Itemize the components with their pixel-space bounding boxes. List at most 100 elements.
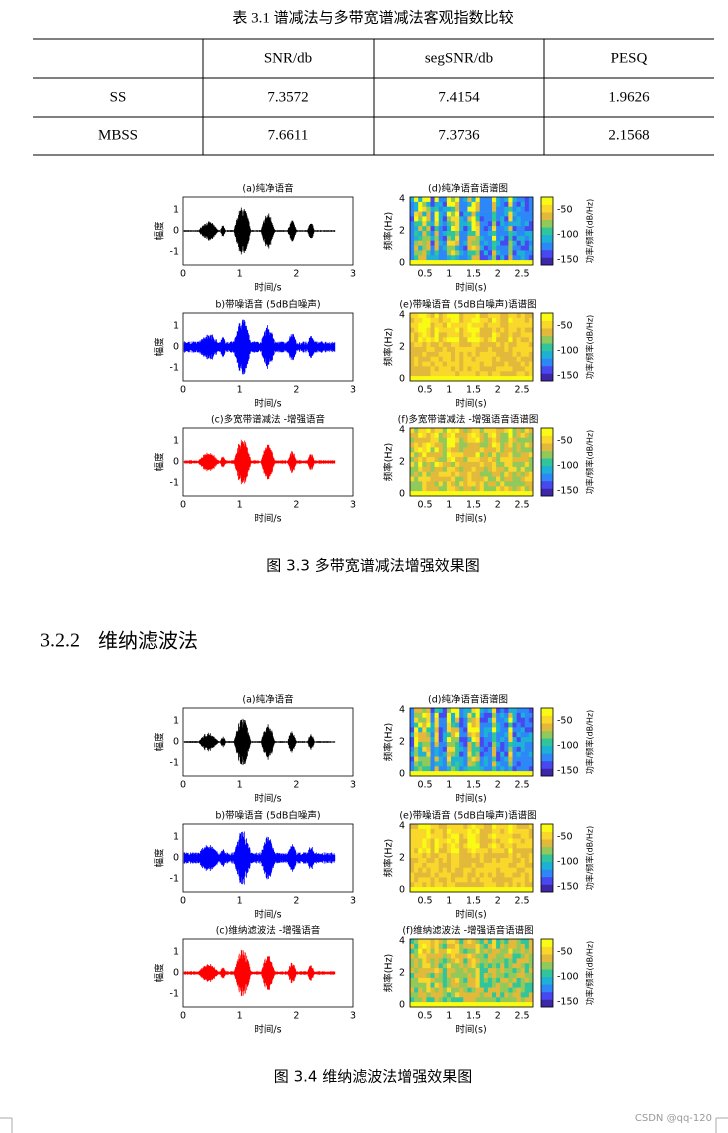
spectrogram-cell xyxy=(516,317,521,324)
spectrogram-cell xyxy=(512,347,517,353)
spectrogram-cell xyxy=(492,833,497,839)
spectrogram-cell xyxy=(487,356,493,362)
spectrogram-cell xyxy=(479,953,485,959)
spectrogram-cell xyxy=(487,943,493,950)
spectrogram-cell xyxy=(455,997,460,1003)
spectrogram-cell xyxy=(430,742,435,748)
spectrogram-cell xyxy=(455,766,460,772)
spectrogram-cell xyxy=(455,347,460,353)
spectrogram-cell xyxy=(467,486,472,492)
spectrogram-cell xyxy=(496,235,501,242)
spectrogram-cell xyxy=(467,432,472,439)
spectrogram-cell xyxy=(459,221,464,227)
spectrogram-cell xyxy=(455,471,460,477)
spectrogram-cell xyxy=(471,486,476,492)
spectrogram-cell xyxy=(512,250,517,256)
spectrogram-cell xyxy=(487,337,493,343)
spectrogram-cell xyxy=(455,437,460,443)
spectrogram-cell xyxy=(467,982,472,988)
spectrogram-cell xyxy=(418,746,423,753)
spectrogram-cell xyxy=(410,466,415,473)
spectrogram-cell xyxy=(422,351,427,358)
panel-title: (a)纯净语音 xyxy=(242,694,293,706)
spectrogram-cell xyxy=(430,197,435,203)
spectrogram-cell xyxy=(426,708,431,714)
spectrogram-cell xyxy=(487,838,493,844)
spectrogram-cell xyxy=(520,843,526,849)
spectrogram-cell xyxy=(467,867,472,873)
spectrogram-cell xyxy=(520,997,526,1003)
spectrogram-cell xyxy=(475,853,480,859)
spectrogram-cell xyxy=(434,948,439,954)
colorbar-tick-label: -50 xyxy=(557,832,573,843)
spectrogram-cell xyxy=(475,481,480,487)
spectrogram-cell xyxy=(528,992,534,998)
spectrogram-cell xyxy=(520,255,526,261)
spectrogram-cell xyxy=(438,476,444,482)
table-cell: SS xyxy=(110,89,127,105)
spectrogram-cell xyxy=(418,828,423,835)
spectrogram-cell xyxy=(426,712,431,719)
spectrogram-cell xyxy=(442,742,448,748)
spectrogram-cell xyxy=(479,708,485,714)
spectrogram-cell xyxy=(487,982,493,988)
spectrogram-cell xyxy=(442,982,448,988)
y-tick-label: 0 xyxy=(399,1000,405,1011)
x-tick-label: 2.5 xyxy=(514,1011,529,1022)
spectrogram-cell xyxy=(475,471,480,477)
spectrogram-cell xyxy=(438,833,444,839)
spectrogram-cell xyxy=(446,843,452,849)
spectrogram-cell xyxy=(467,351,472,358)
spectrogram-cell xyxy=(438,958,444,964)
spectrogram-cell xyxy=(487,746,493,753)
spectrogram-cell xyxy=(434,206,439,212)
spectrogram-cell xyxy=(479,877,485,883)
spectrogram-cell xyxy=(496,862,501,869)
spectrogram-cell xyxy=(442,250,448,256)
spectrogram-cell xyxy=(471,447,476,453)
spectrogram-cell xyxy=(442,862,448,869)
spectrogram-cell xyxy=(418,452,423,458)
spectrogram-cell xyxy=(492,958,497,964)
spectrogram-cell xyxy=(422,992,427,998)
spectrogram-cell xyxy=(487,882,493,888)
spectrogram-cell xyxy=(451,322,456,328)
spectrogram-cell xyxy=(426,958,431,964)
spectrogram-cell xyxy=(479,432,485,439)
x-tick-label: 1 xyxy=(237,896,243,907)
spectrogram-cell xyxy=(512,858,517,864)
spectrogram-cell xyxy=(492,221,497,227)
spectrogram-cell xyxy=(442,732,448,738)
spectrogram-cell xyxy=(520,447,526,453)
spectrogram-cell xyxy=(524,746,530,753)
spectrogram-cell xyxy=(471,197,476,203)
spectrogram-cell xyxy=(414,201,419,208)
spectrogram-cell xyxy=(528,948,534,954)
spectrogram-cell xyxy=(463,982,468,988)
spectrogram-cell xyxy=(520,877,526,883)
spectrogram-cell xyxy=(426,231,431,237)
spectrogram-cell xyxy=(483,351,489,358)
spectrogram-cell xyxy=(451,376,456,382)
spectrogram-cell xyxy=(508,317,513,324)
spectrogram-cell xyxy=(524,371,530,377)
spectrogram-cell xyxy=(524,712,530,719)
spectrogram-cell xyxy=(487,361,493,367)
spectrogram-cell xyxy=(487,245,493,251)
spectrogram-cell xyxy=(463,948,468,954)
spectrogram-cell xyxy=(459,867,464,873)
colorbar-swatch xyxy=(541,458,553,467)
spectrogram-cell xyxy=(410,201,415,208)
spectrogram-cell xyxy=(504,356,509,362)
spectrogram-cell xyxy=(463,260,468,266)
spectrogram-cell xyxy=(512,260,517,266)
x-tick-label: 2 xyxy=(293,385,299,396)
spectrogram-cell xyxy=(446,963,452,969)
spectrogram-cell xyxy=(463,376,468,382)
spectrogram-cell xyxy=(426,828,431,835)
spectrogram-cell xyxy=(463,732,468,738)
spectrogram-cell xyxy=(471,977,476,984)
spectrogram-cell xyxy=(451,756,456,762)
spectrogram-cell xyxy=(492,361,497,367)
spectrogram-cell xyxy=(446,756,452,762)
